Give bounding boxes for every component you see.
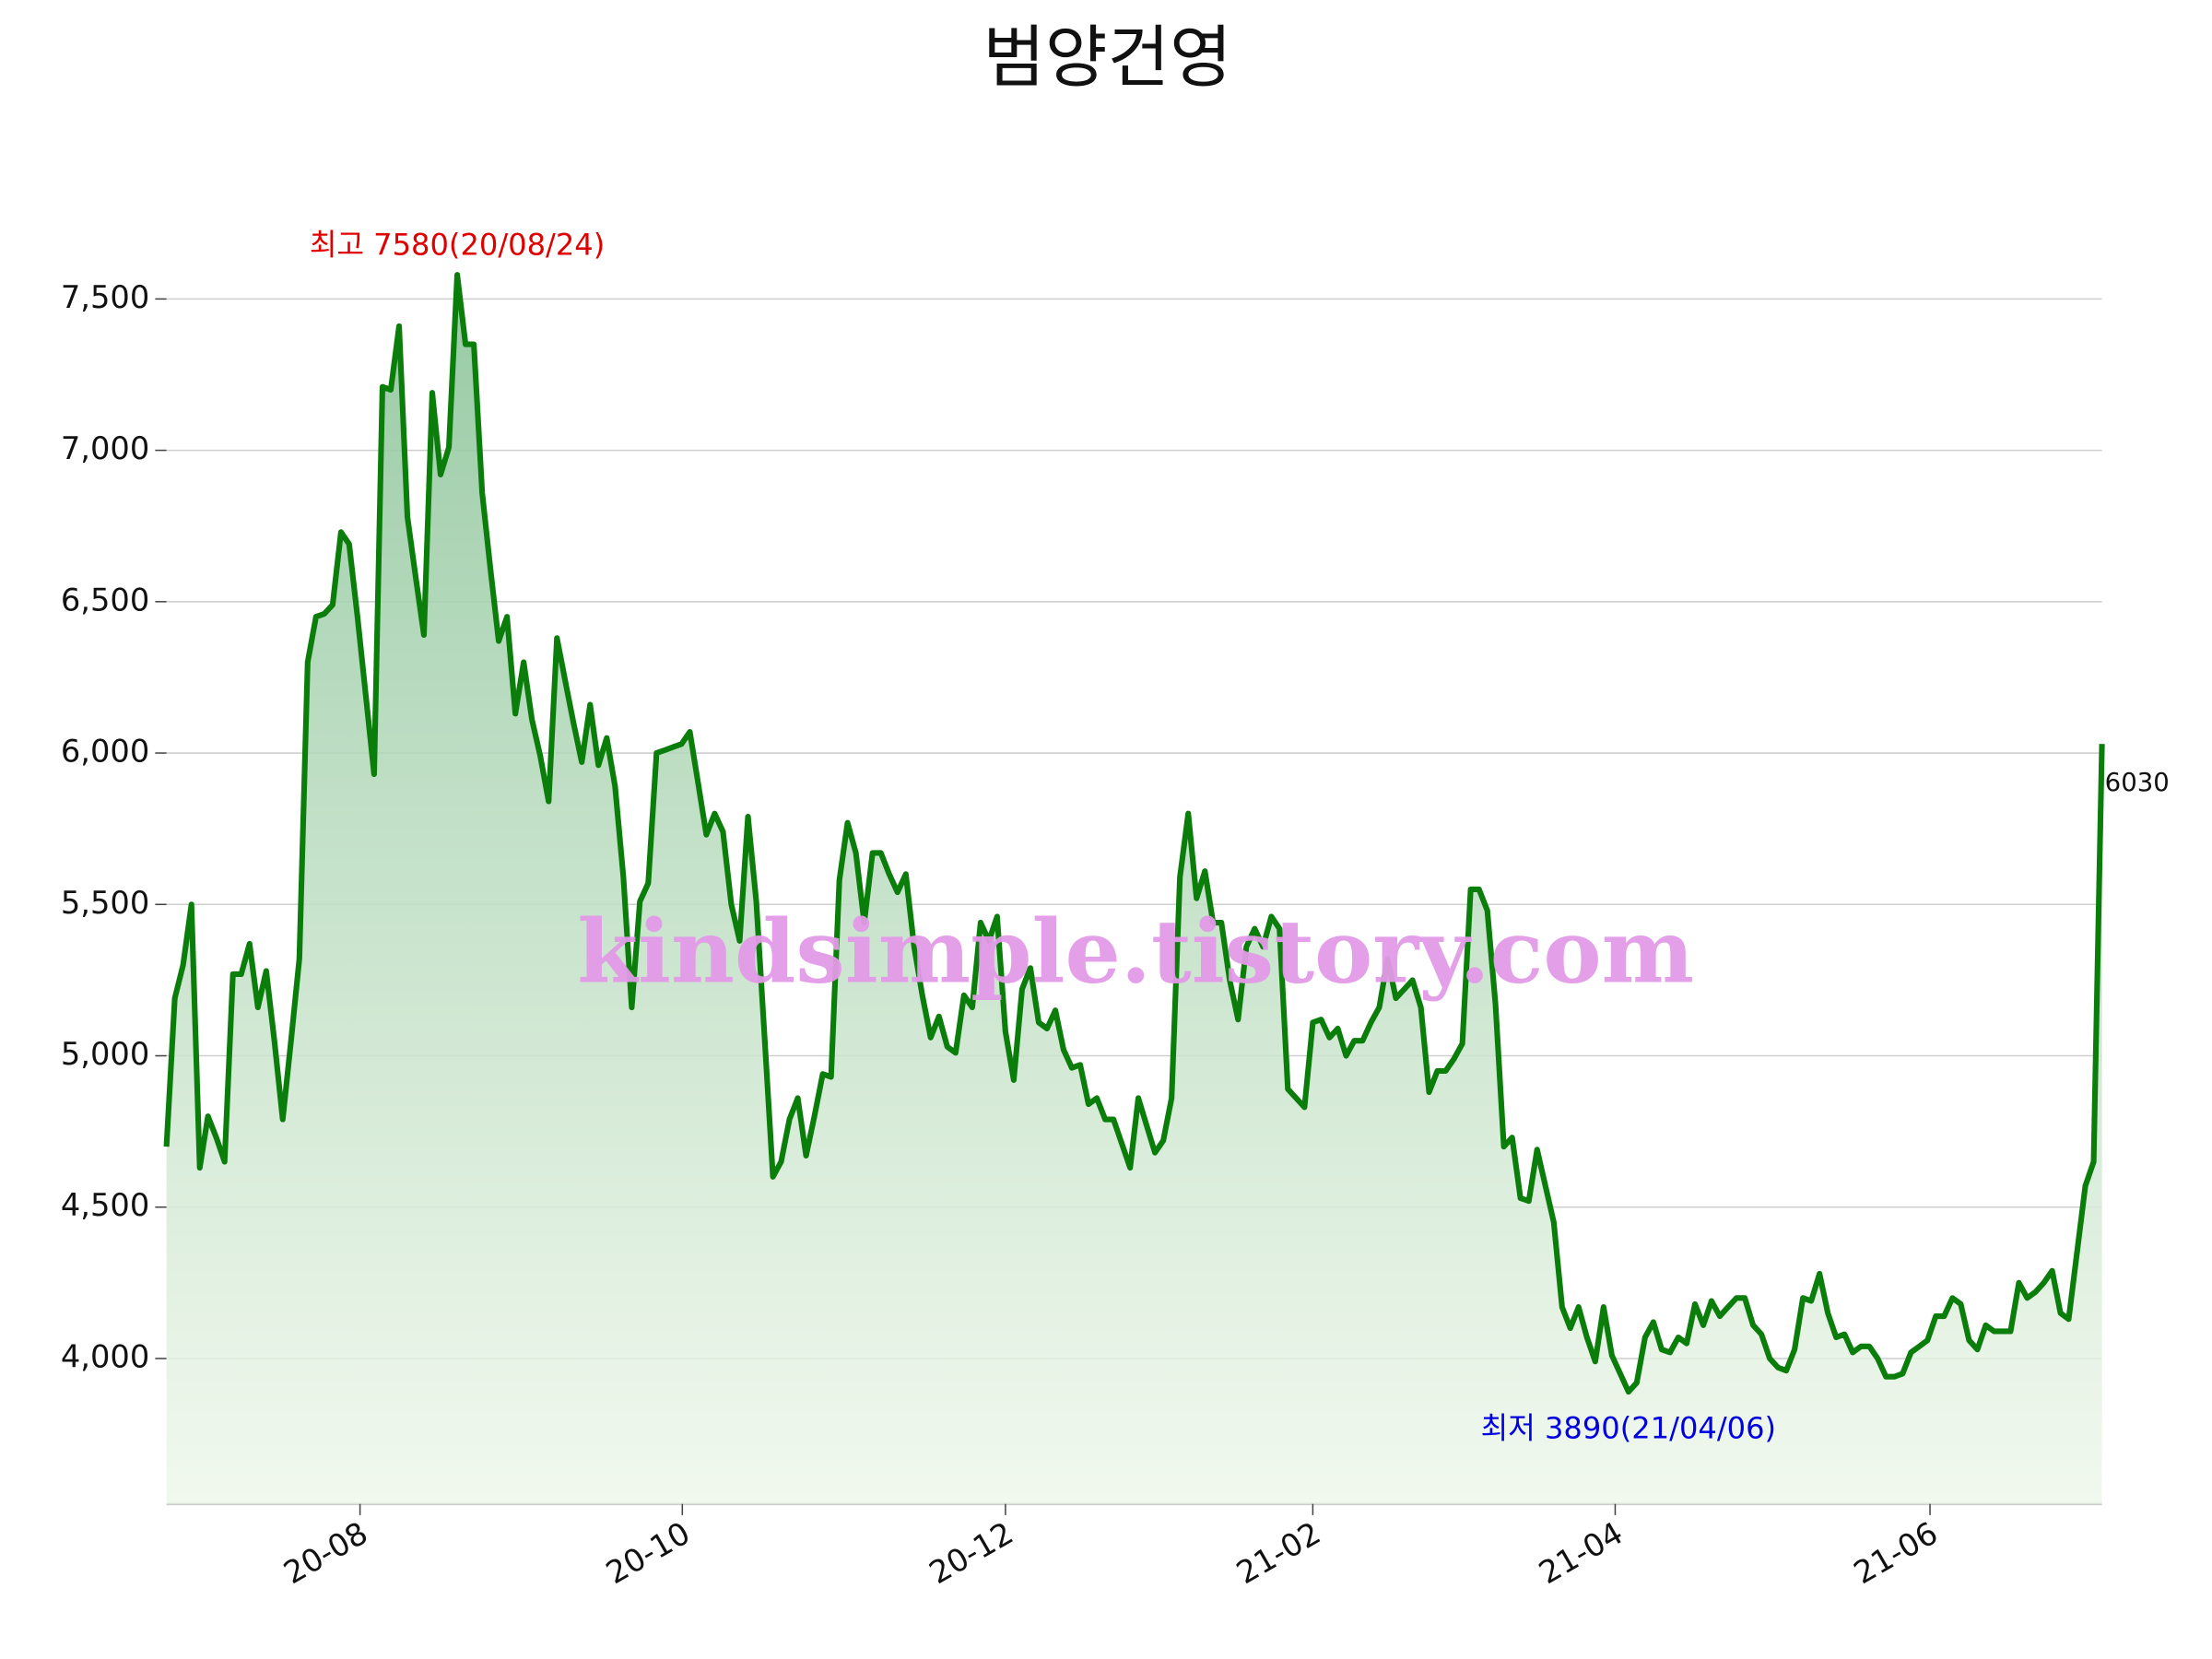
x-tick-label: 21-02 bbox=[1230, 1515, 1326, 1592]
line bbox=[163, 272, 2105, 1395]
last-value-label: 6030 bbox=[2105, 768, 2170, 797]
y-tick-label: 5,000 bbox=[61, 1036, 149, 1072]
watermark: kindsimple.tistory.com bbox=[577, 901, 1694, 1004]
y-tick-label: 5,500 bbox=[61, 885, 149, 921]
y-tick-label: 7,000 bbox=[61, 430, 149, 466]
x-tick-label: 20-12 bbox=[924, 1515, 1019, 1592]
x-tick-label: 21-04 bbox=[1533, 1515, 1629, 1592]
min-annotation: 최저 3890(21/04/06) bbox=[1481, 1410, 1776, 1445]
y-tick-label: 4,000 bbox=[61, 1338, 149, 1374]
y-tick-label: 4,500 bbox=[61, 1187, 149, 1223]
x-tick-label: 21-06 bbox=[1848, 1515, 1944, 1592]
x-tick-label: 20-08 bbox=[277, 1515, 373, 1592]
chart-title: 범양건영 bbox=[982, 18, 1231, 97]
area bbox=[166, 275, 2102, 1504]
y-tick-label: 6,500 bbox=[61, 582, 149, 618]
y-tick-label: 6,000 bbox=[61, 734, 149, 770]
x-tick-label: 20-10 bbox=[600, 1515, 696, 1592]
max-annotation: 최고 7580(20/08/24) bbox=[310, 227, 605, 262]
y-tick-label: 7,500 bbox=[61, 279, 149, 315]
